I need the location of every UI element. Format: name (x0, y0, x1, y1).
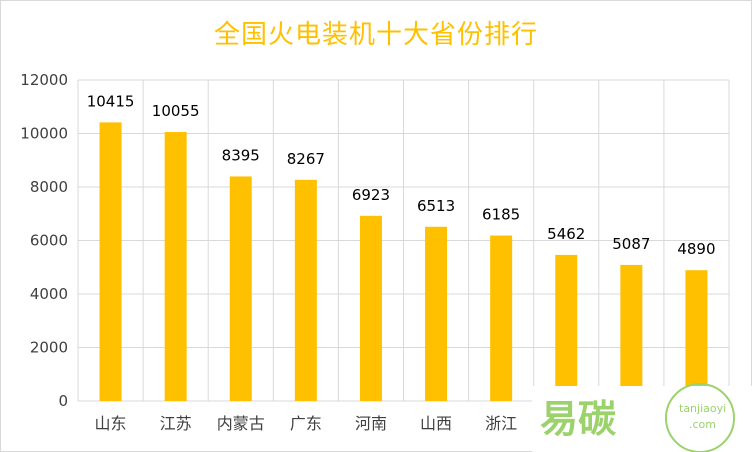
data-label-0: 10415 (87, 92, 135, 110)
x-tick-label-0: 山东 (95, 414, 127, 433)
data-label-3: 8267 (287, 150, 325, 168)
bar-5 (425, 226, 448, 401)
bar-9 (685, 270, 708, 401)
data-label-2: 8395 (222, 146, 260, 164)
x-tick-label-6: 浙江 (485, 414, 517, 433)
y-axis-ticks: 0 2000 4000 6000 8000 10000 12000 (20, 71, 68, 410)
y-tick-label: 10000 (20, 125, 68, 143)
y-tick-label: 2000 (30, 339, 68, 357)
data-label-7: 5462 (547, 225, 585, 243)
x-tick-label-4: 河南 (355, 414, 387, 433)
watermark-badge-icon (665, 383, 735, 452)
data-label-6: 6185 (482, 206, 520, 224)
bar-3 (294, 179, 317, 401)
bar-4 (359, 215, 382, 401)
y-tick-label: 12000 (20, 71, 68, 89)
bars (99, 122, 708, 402)
bar-1 (164, 132, 187, 401)
y-tick-label: 4000 (30, 285, 68, 303)
x-axis-ticks: 山东 江苏 内蒙古 广东 河南 山西 浙江 (95, 414, 518, 433)
x-tick-label-2: 内蒙古 (217, 414, 265, 433)
data-labels: 10415 10055 8395 8267 6923 6513 6185 5462 5087 48… (87, 92, 716, 258)
data-label-5: 6513 (417, 197, 455, 215)
watermark-site: tanjiaoyi (679, 402, 726, 415)
bar-8 (620, 264, 643, 401)
data-label-9: 4890 (677, 240, 715, 258)
data-label-4: 6923 (352, 186, 390, 204)
data-label-8: 5087 (612, 235, 650, 253)
watermark-backdrop (532, 386, 752, 452)
bar-7 (555, 254, 578, 401)
y-tick-label: 0 (58, 392, 68, 410)
y-tick-label: 6000 (30, 232, 68, 250)
bar-2 (229, 176, 252, 401)
watermark-domain: .com (689, 418, 716, 431)
chart-title: 全国火电装机十大省份排行 (213, 20, 538, 50)
bar-0 (99, 122, 122, 402)
x-tick-label-5: 山西 (420, 414, 452, 433)
watermark-brand: 易碳 (540, 397, 617, 441)
data-label-1: 10055 (152, 102, 200, 120)
x-tick-label-1: 江苏 (160, 414, 192, 433)
y-tick-label: 8000 (30, 178, 68, 196)
watermark: 易碳 tanjiaoyi .com (532, 383, 752, 452)
x-tick-label-3: 广东 (290, 414, 322, 433)
bar-6 (490, 235, 513, 401)
